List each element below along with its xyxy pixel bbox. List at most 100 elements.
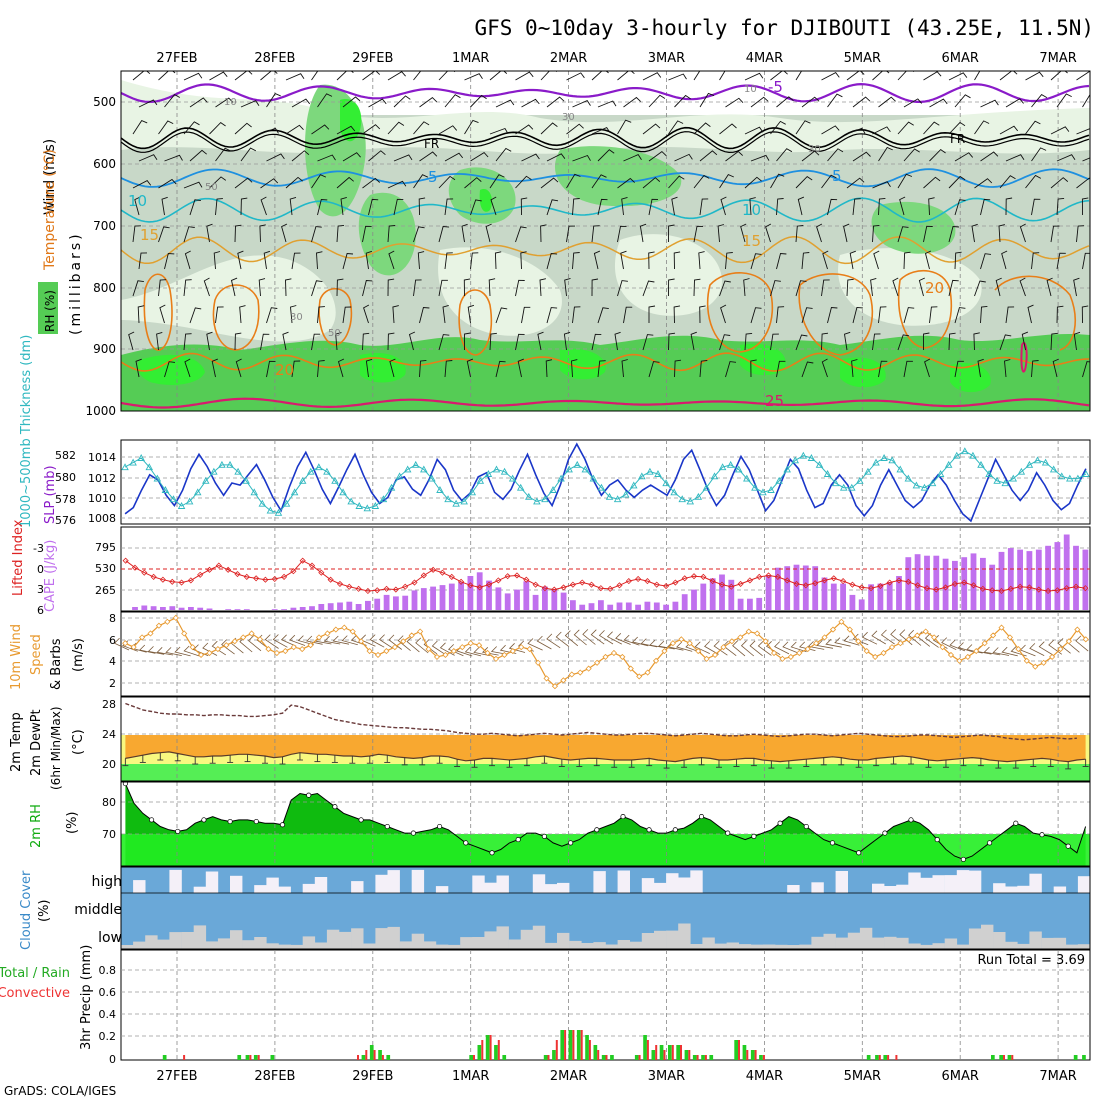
barb-r7-c11 (417, 251, 425, 270)
cloud-high-70 (968, 870, 982, 893)
barb-r3-c7 (317, 154, 336, 162)
rh-point-105 (1039, 832, 1045, 838)
precip-conv-16 (257, 1055, 260, 1060)
lifted-index-point-80 (867, 585, 875, 592)
wind-speed-point-44 (492, 655, 500, 662)
contour-20-loop-8 (994, 275, 1076, 351)
precip-total-14 (237, 1055, 242, 1060)
run-total: Run Total = 3.69 (977, 953, 1085, 968)
surface-barb-32 (397, 635, 411, 652)
barb-r11-c4 (235, 358, 242, 378)
cloud-high-29 (472, 875, 485, 893)
barb-r6-c36 (1050, 225, 1060, 243)
cloud-low-39 (593, 942, 606, 949)
barb-r1-c11 (419, 97, 438, 108)
p5-ytick-24: 24 (102, 728, 116, 741)
barb-r5-c25 (776, 198, 784, 216)
thickness-point-84 (799, 451, 808, 459)
cloud-low-2 (145, 935, 158, 949)
wind-speed-point-85 (838, 618, 845, 625)
precip-total-55 (576, 1030, 581, 1060)
precip-conv-62 (638, 1055, 641, 1060)
cape-bar-94 (998, 551, 1005, 610)
barb-r6-c34 (998, 224, 1006, 243)
cloud-high-31 (496, 875, 509, 893)
cloud-high-22 (387, 870, 400, 893)
cloud-low-31 (496, 926, 509, 949)
lifted-index-point-81 (877, 582, 884, 590)
barb-r0-c19 (617, 71, 635, 81)
label-5-2: 5 (832, 167, 842, 185)
wind-speed-point-71 (720, 644, 727, 651)
cape-bar-51 (598, 600, 604, 610)
cape-bar-27 (374, 598, 381, 610)
barb-r0-c26 (795, 71, 803, 81)
barb-r7-c4 (237, 250, 244, 270)
p1-ylabel-temp: Temperature (°C) (42, 149, 58, 271)
surface-barb-99 (983, 646, 1001, 656)
cloud-low-28 (460, 937, 473, 949)
cape-bar-70 (775, 567, 781, 610)
barb-r11-c33 (977, 358, 984, 378)
contour-20-loop-7 (897, 269, 952, 349)
barb-r3-c6 (291, 150, 310, 162)
p4-ytick-8: 8 (109, 612, 116, 625)
barb-r9-c15 (521, 306, 531, 324)
cloud-low-3 (157, 939, 170, 949)
cape-bar-102 (1073, 545, 1079, 610)
barb-r7-c1 (164, 253, 175, 270)
surface-barb-8 (183, 645, 200, 657)
precip-total-45 (494, 1045, 498, 1060)
surface-barb-31 (388, 634, 403, 650)
barb-r1-c7 (317, 93, 333, 108)
precip-total-65 (659, 1045, 664, 1060)
lifted-index-point-43 (523, 576, 530, 583)
cape-bar-24 (346, 601, 353, 610)
precip-conv-69 (696, 1055, 699, 1060)
barb-r10-c32 (948, 332, 956, 351)
lifted-index-point-63 (709, 578, 716, 585)
wind-speed-point-49 (535, 659, 542, 666)
barb-r8-c9 (362, 280, 373, 297)
barb-r0-c2 (183, 72, 203, 81)
cloud-low-6 (193, 925, 207, 949)
barb-r4-c21 (668, 175, 685, 189)
wind-speed-point-30 (374, 651, 382, 659)
precip-total-107 (1007, 1055, 1012, 1060)
barb-r7-c24 (750, 253, 762, 270)
lifted-index-point-29 (392, 586, 399, 593)
barb-r2-c23 (719, 123, 737, 135)
cape-bar-42 (514, 589, 520, 610)
surface-barb-90 (908, 629, 922, 646)
barb-r0-c27 (821, 72, 840, 81)
barb-r8-c18 (591, 278, 599, 297)
barb-r10-c1 (156, 331, 163, 351)
bottom-date-27feb: 27FEB (156, 1069, 197, 1084)
thickness-point-66 (654, 470, 662, 477)
lifted-index-point-64 (718, 581, 726, 588)
cloud-high-19 (351, 881, 364, 893)
cloud-high-11 (254, 885, 267, 893)
cape-bar-29 (393, 596, 399, 610)
cloud-low-56 (799, 944, 812, 949)
lifted-index-point-66 (737, 580, 744, 587)
thickness-point-76 (734, 465, 743, 473)
cloud-low-41 (617, 940, 630, 949)
barb-r9-c20 (648, 305, 656, 323)
rh-shade-bright-7 (340, 99, 362, 142)
top-date-29feb: 29FEB (352, 51, 393, 66)
barb-r10-c9 (362, 332, 370, 351)
lifted-index-point-62 (700, 573, 707, 580)
barb-r6-c8 (336, 224, 345, 243)
barb-r8-c4 (230, 277, 238, 297)
thickness-point-112 (1025, 460, 1034, 468)
barb-r5-c21 (671, 196, 678, 216)
barb-r1-c36 (1056, 93, 1072, 108)
thickness-point-88 (831, 479, 840, 487)
precip-total-58 (601, 1055, 606, 1060)
top-date-labels: 27FEB 28FEB 29FEB 1MAR 2MAR 3MAR 4MAR 5MAR 6MAR 7… (156, 51, 1076, 66)
barb-r2-c4 (234, 122, 252, 135)
surface-barb-26 (341, 635, 358, 646)
precip-total-92 (883, 1055, 888, 1060)
thickness-point-25 (323, 467, 331, 475)
